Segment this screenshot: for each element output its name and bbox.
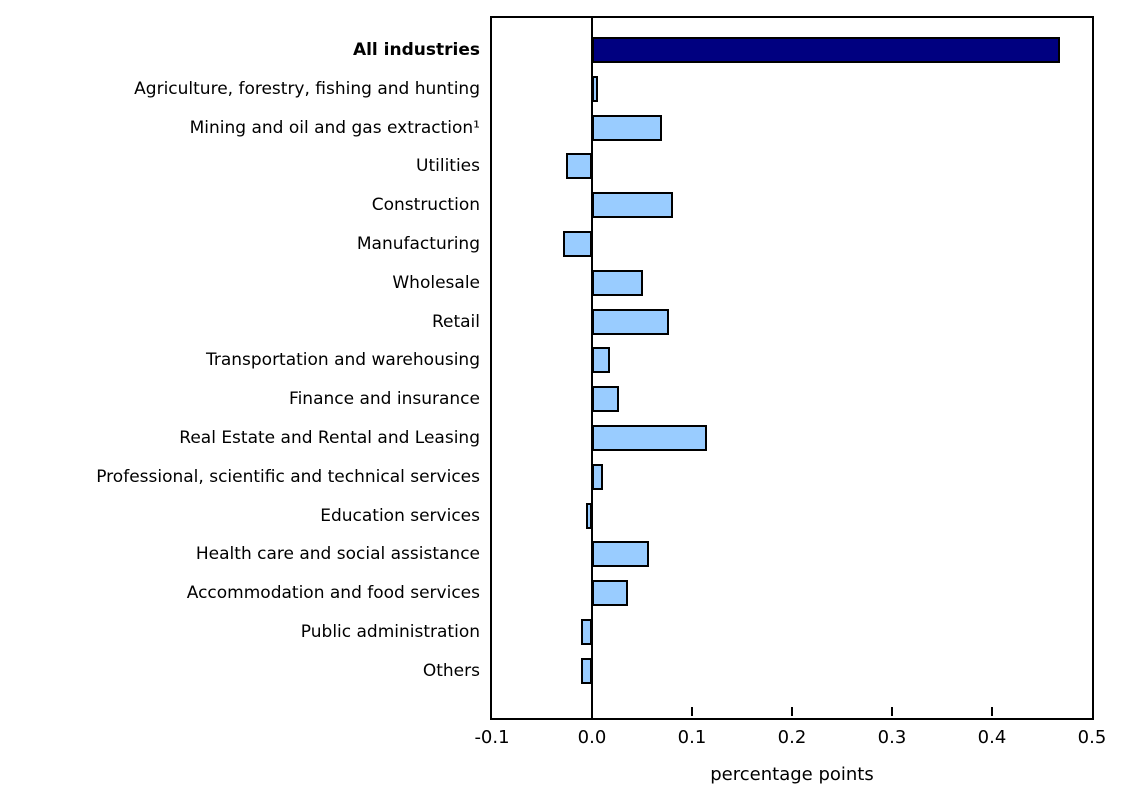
bar-retail <box>592 308 669 335</box>
bar-all-industries <box>592 37 1060 63</box>
bar-public-administration <box>581 619 592 645</box>
bar-accommodation-and-food-services <box>592 580 628 607</box>
category-label-transportation-and-warehousing: Transportation and warehousing <box>205 350 480 371</box>
bar-wholesale <box>592 269 643 296</box>
plot-area <box>490 16 1094 720</box>
x-tick-mark <box>891 707 893 716</box>
x-tick-mark <box>791 707 793 716</box>
bar-professional-scientific-and-technical-services <box>592 463 603 490</box>
category-label-all-industries: All industries <box>352 40 480 60</box>
x-tick-label: -0.1 <box>474 727 510 748</box>
x-tick-label: 0.3 <box>877 727 907 748</box>
bar-education-services <box>586 502 592 529</box>
category-label-retail: Retail <box>431 311 480 332</box>
bar-utilities <box>566 153 592 180</box>
bar-construction <box>592 192 673 219</box>
category-label-construction: Construction <box>371 195 480 216</box>
category-label-mining-and-oil-and-gas-extraction: Mining and oil and gas extraction¹ <box>189 117 480 138</box>
category-label-accommodation-and-food-services: Accommodation and food services <box>186 583 480 604</box>
bar-transportation-and-warehousing <box>592 347 610 374</box>
x-tick-label: 0.4 <box>977 727 1007 748</box>
bar-mining-and-oil-and-gas-extraction <box>592 114 662 141</box>
category-label-others: Others <box>422 660 480 681</box>
bar-agriculture-forestry-fishing-and-hunting <box>592 75 598 102</box>
category-label-agriculture-forestry-fishing-and-hunting: Agriculture, forestry, fishing and hunti… <box>134 78 480 99</box>
x-axis-label: percentage points <box>710 764 874 785</box>
bar-others <box>581 657 592 684</box>
category-label-public-administration: Public administration <box>300 622 480 642</box>
category-label-utilities: Utilities <box>416 156 480 177</box>
x-tick-mark <box>991 707 993 716</box>
x-tick-label: 0.5 <box>1077 727 1107 748</box>
bar-real-estate-and-rental-and-leasing <box>592 425 707 451</box>
x-tick-mark <box>691 707 693 716</box>
x-tick-label: 0.0 <box>577 727 607 748</box>
category-label-manufacturing: Manufacturing <box>356 234 480 254</box>
category-label-professional-scientific-and-technical-services: Professional, scientific and technical s… <box>96 466 480 487</box>
x-tick-label: 0.1 <box>677 727 707 748</box>
category-label-finance-and-insurance: Finance and insurance <box>289 389 480 410</box>
bar-manufacturing <box>563 231 592 257</box>
bar-finance-and-insurance <box>592 386 619 413</box>
category-label-health-care-and-social-assistance: Health care and social assistance <box>195 544 480 565</box>
category-label-real-estate-and-rental-and-leasing: Real Estate and Rental and Leasing <box>179 428 480 448</box>
x-tick-label: 0.2 <box>777 727 807 748</box>
category-label-wholesale: Wholesale <box>392 272 480 293</box>
bar-health-care-and-social-assistance <box>592 541 649 568</box>
category-label-education-services: Education services <box>320 505 480 526</box>
